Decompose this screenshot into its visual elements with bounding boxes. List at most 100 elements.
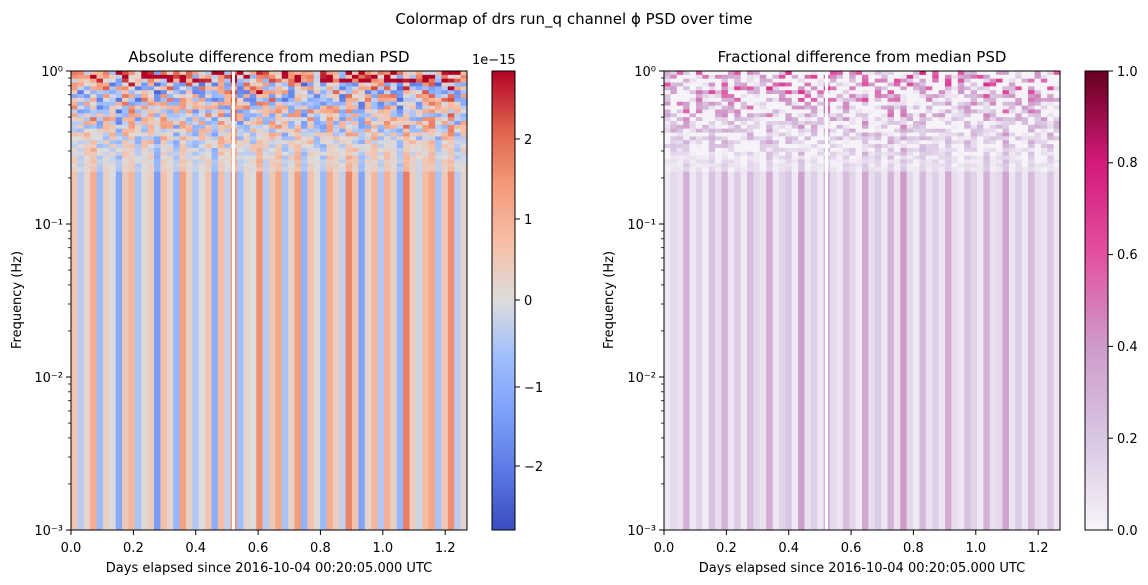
heatmap-cell [842,97,850,103]
heatmap-cell [71,90,78,95]
heatmap-cell [460,140,468,145]
heatmap-cell [256,90,264,95]
heatmap-cell [874,90,882,95]
heatmap-cell [122,109,130,114]
heatmap-cell [1053,101,1061,107]
heatmap-cell [352,94,360,99]
heatmap-cell [702,144,710,149]
heatmap-cell [102,124,110,130]
heatmap-cell [951,124,959,130]
heatmap-cell [881,132,889,137]
heatmap-cell [377,159,385,164]
heatmap-cell [249,101,257,107]
heatmap-cell [300,155,308,161]
heatmap-cell [403,90,411,95]
heatmap-cell [115,86,123,91]
heatmap-cell [141,159,149,164]
heatmap-cell [115,159,123,164]
heatmap-cell [256,132,264,137]
heatmap-cell [734,109,742,114]
heatmap-cell [262,109,270,114]
heatmap-cell [798,124,806,130]
heatmap-cell [192,101,200,107]
heatmap-cell [109,101,117,107]
heatmap-cell [689,132,697,137]
heatmap-cell [390,136,398,141]
heatmap-cell [422,124,430,130]
heatmap-cell [932,78,940,84]
heatmap-cell [881,113,889,118]
heatmap-cell [154,74,162,80]
heatmap-cell [727,144,735,149]
heatmap-cell [683,90,691,95]
heatmap-cell [791,78,799,84]
heatmap-cell [205,117,213,122]
heatmap-cell [71,144,78,149]
heatmap-cell [817,82,825,87]
heatmap-cell [830,140,838,145]
heatmap-cell [747,117,755,122]
heatmap-cell [881,105,889,111]
heatmap-cell [996,159,1004,164]
heatmap-cell [179,90,187,95]
heatmap-cell [810,132,818,137]
heatmap-stripe [332,171,340,530]
heatmap-cell [1021,140,1029,145]
heatmap-cell [396,144,404,149]
heatmap-cell [383,97,391,103]
heatmap-cell [224,167,232,172]
heatmap-cell [919,124,927,130]
heatmap-cell [689,94,697,99]
heatmap-cell [798,109,806,114]
heatmap-cell [390,155,398,161]
heatmap-cell [887,74,895,80]
heatmap-cell [881,109,889,114]
heatmap-cell [173,82,181,87]
heatmap-cell [810,101,818,107]
heatmap-cell [938,90,946,95]
right-colorbar-gradient [1084,70,1109,531]
heatmap-cell [874,82,882,87]
heatmap-cell [683,97,691,103]
heatmap-cell [913,74,921,80]
heatmap-cell [849,101,857,107]
heatmap-cell [262,155,270,161]
heatmap-cell [983,136,991,141]
heatmap-cell [810,121,818,126]
heatmap-cell [810,74,818,80]
heatmap-cell [759,86,767,91]
heatmap-cell [996,90,1004,95]
heatmap-cell [689,163,697,168]
heatmap-cell [919,105,927,111]
heatmap-cell [785,136,793,141]
heatmap-cell [122,147,130,153]
heatmap-cell [670,113,678,118]
heatmap-cell [785,163,793,168]
heatmap-cell [192,124,200,130]
heatmap-cell [932,105,940,111]
heatmap-cell [868,151,876,157]
heatmap-cell [874,163,882,168]
heatmap-cell [996,78,1004,84]
heatmap-cell [345,109,353,114]
heatmap-cell [102,121,110,126]
heatmap-cell [983,78,991,84]
heatmap-cell [460,86,468,91]
heatmap-cell [332,113,340,118]
left-colorbar-tick-label: −1 [524,381,543,396]
heatmap-cell [932,113,940,118]
right-colorbar-tick-label: 0.4 [1117,340,1138,355]
heatmap-cell [715,167,723,172]
heatmap-cell [925,147,933,153]
heatmap-cell [383,121,391,126]
heatmap-cell [836,86,844,91]
heatmap-cell [785,144,793,149]
heatmap-cell [377,155,385,161]
heatmap-cell [951,163,959,168]
heatmap-cell [932,151,940,157]
heatmap-cell [147,159,155,164]
heatmap-cell [1028,117,1036,122]
heatmap-cell [217,78,225,84]
right-x-tick-label: 0.2 [716,541,737,556]
heatmap-cell [377,101,385,107]
